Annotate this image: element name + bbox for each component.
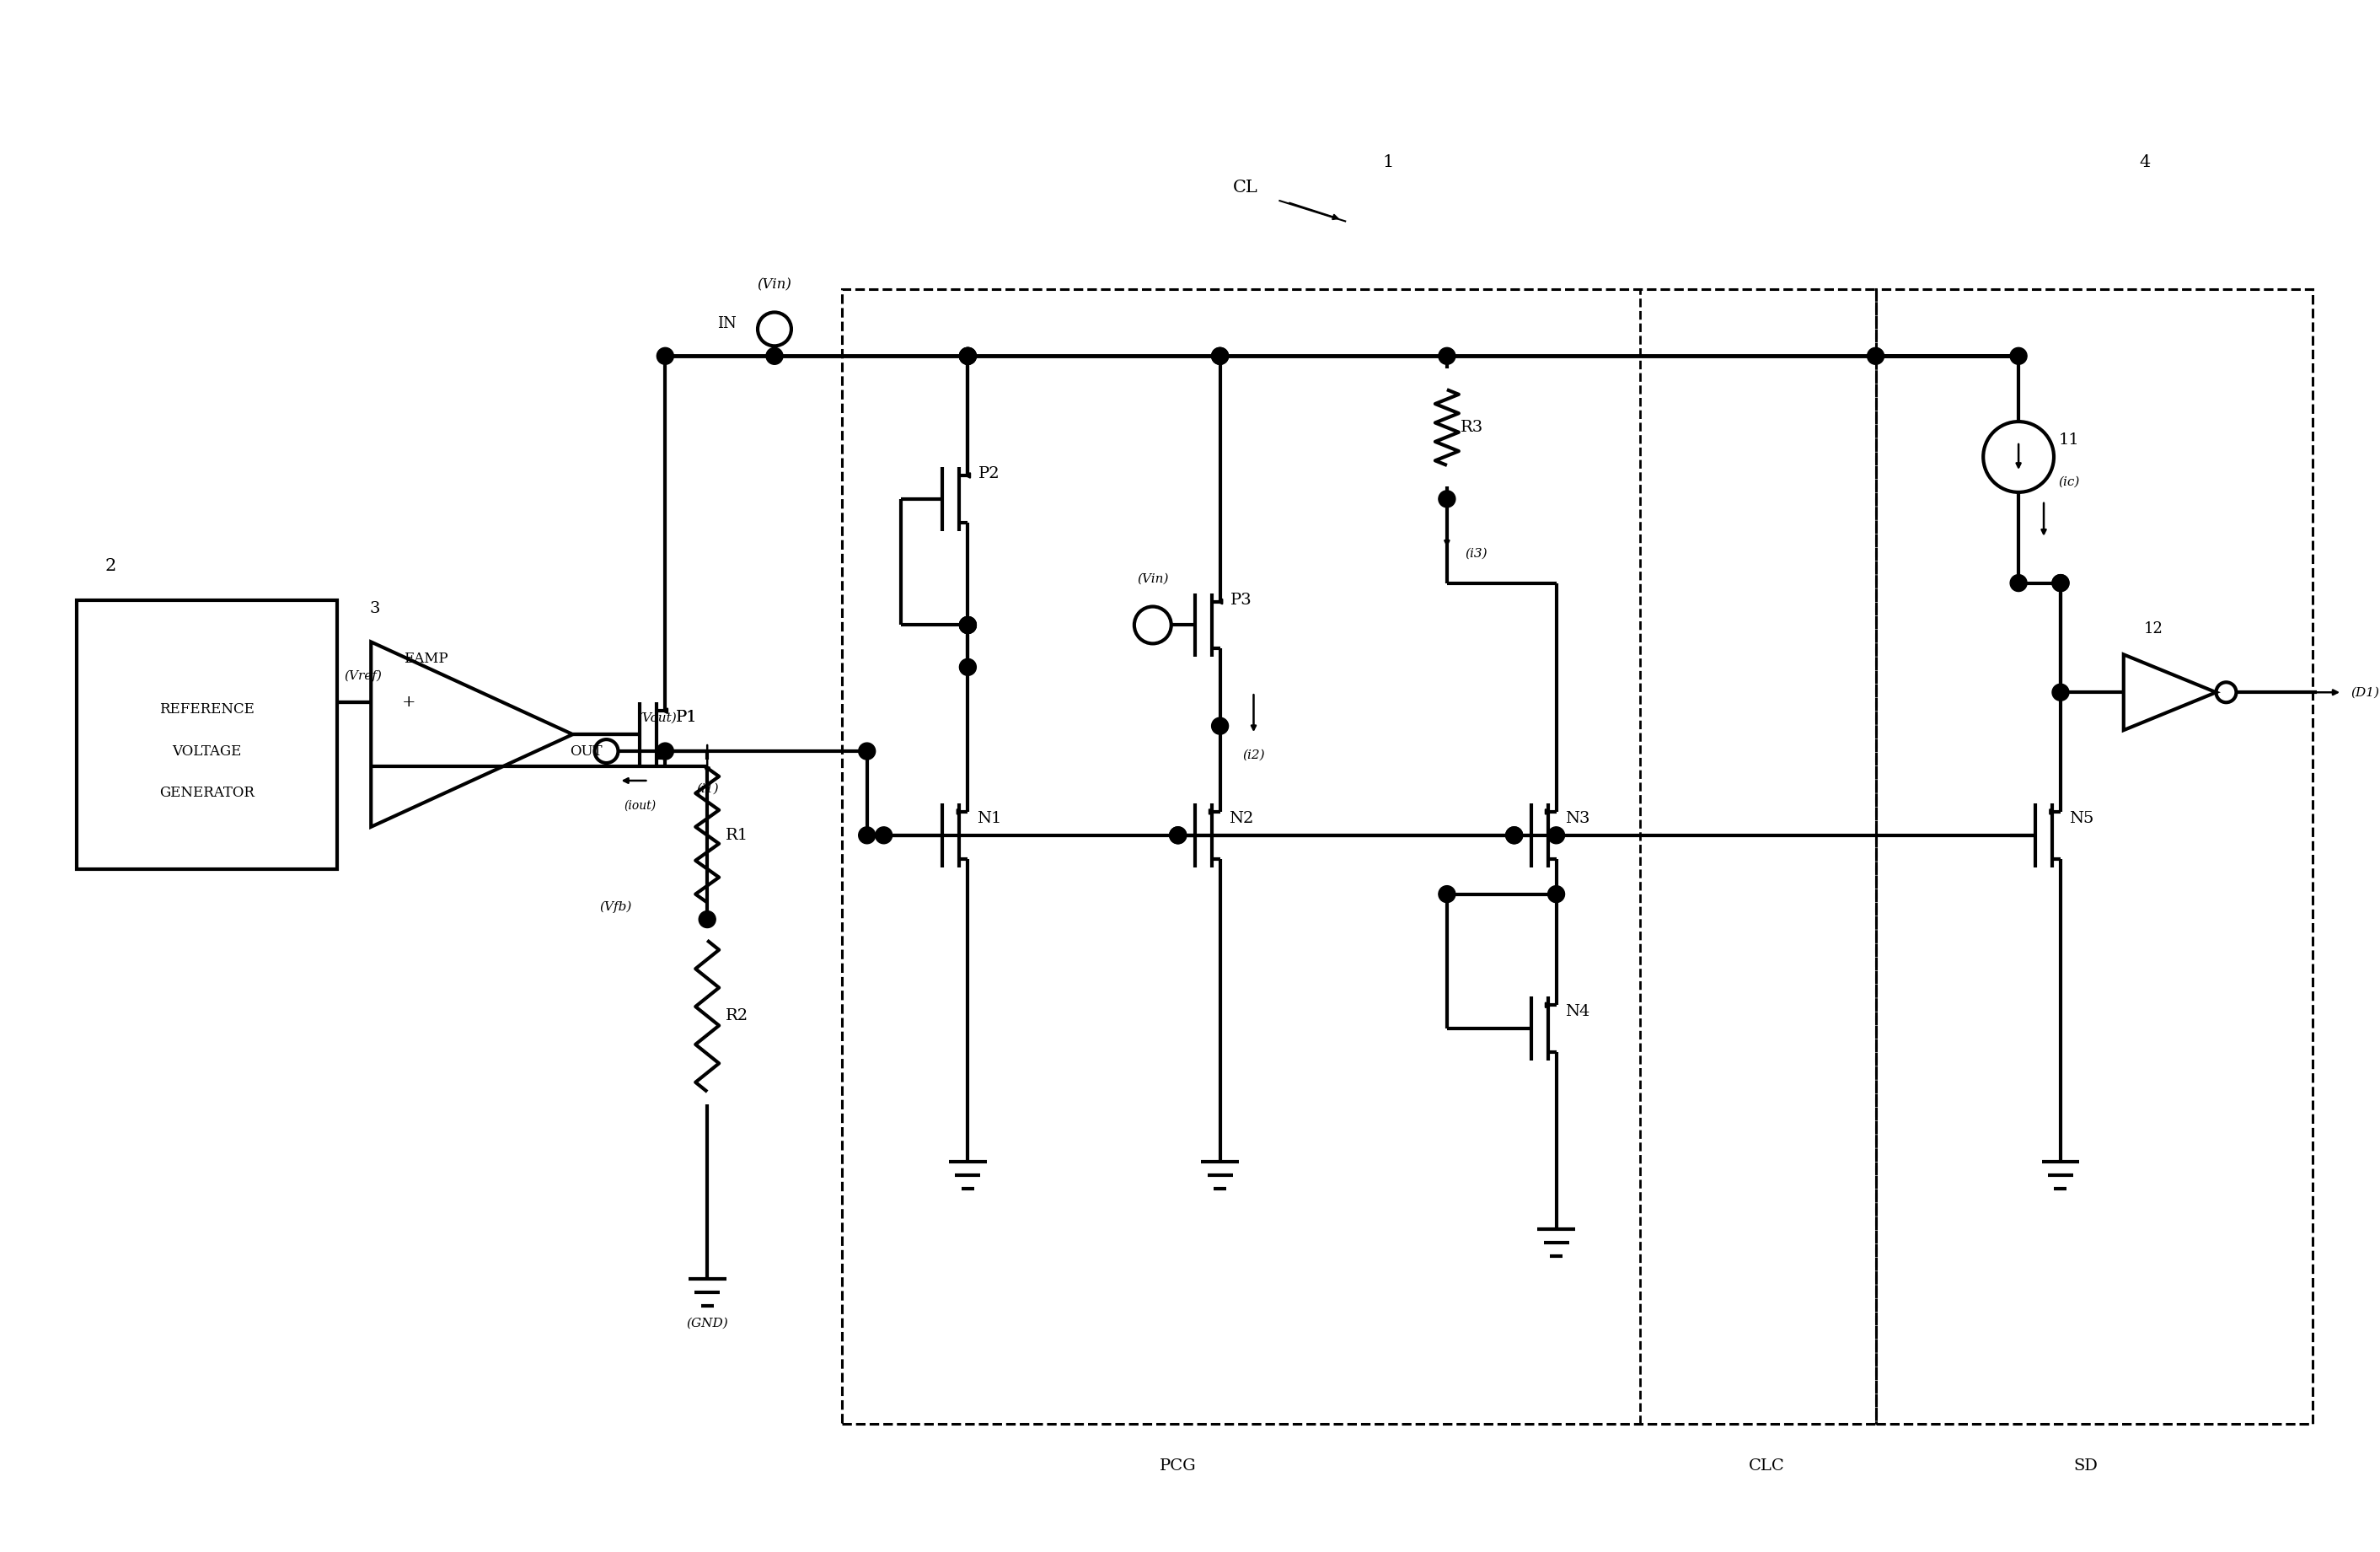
Text: OUT: OUT — [569, 743, 602, 759]
Circle shape — [959, 658, 976, 675]
Text: +: + — [402, 695, 416, 709]
Circle shape — [2011, 574, 2028, 591]
Text: P2: P2 — [978, 466, 1000, 481]
Text: IN: IN — [716, 317, 738, 332]
Circle shape — [2011, 348, 2028, 365]
Text: (D1): (D1) — [2351, 686, 2380, 698]
Circle shape — [1438, 348, 1454, 365]
Text: VOLTAGE: VOLTAGE — [171, 743, 243, 759]
Text: N3: N3 — [1564, 810, 1590, 826]
Circle shape — [959, 616, 976, 633]
Text: 1: 1 — [1383, 155, 1395, 171]
Circle shape — [1438, 886, 1454, 903]
Text: (Vin): (Vin) — [1138, 573, 1169, 585]
Circle shape — [1547, 886, 1564, 903]
Circle shape — [657, 348, 674, 365]
Text: (i1): (i1) — [695, 784, 719, 795]
Text: 4: 4 — [2140, 155, 2149, 171]
Text: −: − — [402, 759, 416, 774]
Circle shape — [1507, 827, 1523, 844]
Text: N5: N5 — [2068, 810, 2094, 826]
FancyBboxPatch shape — [76, 601, 338, 869]
Text: CLC: CLC — [1749, 1459, 1785, 1473]
Circle shape — [1547, 827, 1564, 844]
Text: EAMP: EAMP — [405, 652, 447, 666]
Text: 12: 12 — [2144, 622, 2163, 636]
Text: (iout): (iout) — [624, 799, 657, 812]
Circle shape — [859, 827, 876, 844]
Text: R1: R1 — [726, 827, 747, 843]
Circle shape — [1211, 348, 1228, 365]
Circle shape — [959, 616, 976, 633]
Circle shape — [859, 743, 876, 759]
Text: (i2): (i2) — [1242, 750, 1264, 762]
Text: R3: R3 — [1461, 421, 1483, 435]
Circle shape — [1211, 348, 1228, 365]
Text: 11: 11 — [2059, 433, 2080, 447]
Text: 3: 3 — [369, 601, 381, 616]
Circle shape — [1438, 490, 1454, 508]
Text: R2: R2 — [726, 1009, 747, 1024]
Text: GENERATOR: GENERATOR — [159, 785, 255, 801]
Text: REFERENCE: REFERENCE — [159, 702, 255, 717]
Circle shape — [959, 616, 976, 633]
Text: P3: P3 — [1230, 593, 1252, 607]
Circle shape — [1169, 827, 1185, 844]
Circle shape — [1868, 348, 1885, 365]
Circle shape — [1169, 827, 1185, 844]
Text: (Vfb): (Vfb) — [600, 900, 631, 913]
Text: (ic): (ic) — [2059, 476, 2080, 487]
Circle shape — [959, 348, 976, 365]
Text: N2: N2 — [1228, 810, 1254, 826]
Circle shape — [700, 911, 716, 928]
Circle shape — [2052, 574, 2068, 591]
Text: PCG: PCG — [1159, 1459, 1197, 1473]
Text: (GND): (GND) — [685, 1318, 728, 1329]
Text: (Vref): (Vref) — [343, 669, 381, 681]
Circle shape — [2052, 684, 2068, 702]
Circle shape — [876, 827, 892, 844]
Circle shape — [766, 348, 783, 365]
Text: N4: N4 — [1566, 1004, 1590, 1020]
Text: P1: P1 — [676, 709, 697, 725]
Text: P1: P1 — [676, 709, 697, 725]
Circle shape — [959, 348, 976, 365]
Circle shape — [657, 743, 674, 759]
Text: 2: 2 — [105, 559, 117, 574]
Text: SD: SD — [2073, 1459, 2097, 1473]
Text: (i3): (i3) — [1466, 548, 1488, 560]
Circle shape — [2052, 574, 2068, 591]
Text: CL: CL — [1233, 180, 1257, 196]
Circle shape — [1211, 717, 1228, 734]
Circle shape — [1507, 827, 1523, 844]
Circle shape — [959, 348, 976, 365]
Text: N1: N1 — [976, 810, 1002, 826]
Text: (Vin): (Vin) — [757, 278, 793, 292]
Text: (Vout): (Vout) — [638, 712, 676, 723]
